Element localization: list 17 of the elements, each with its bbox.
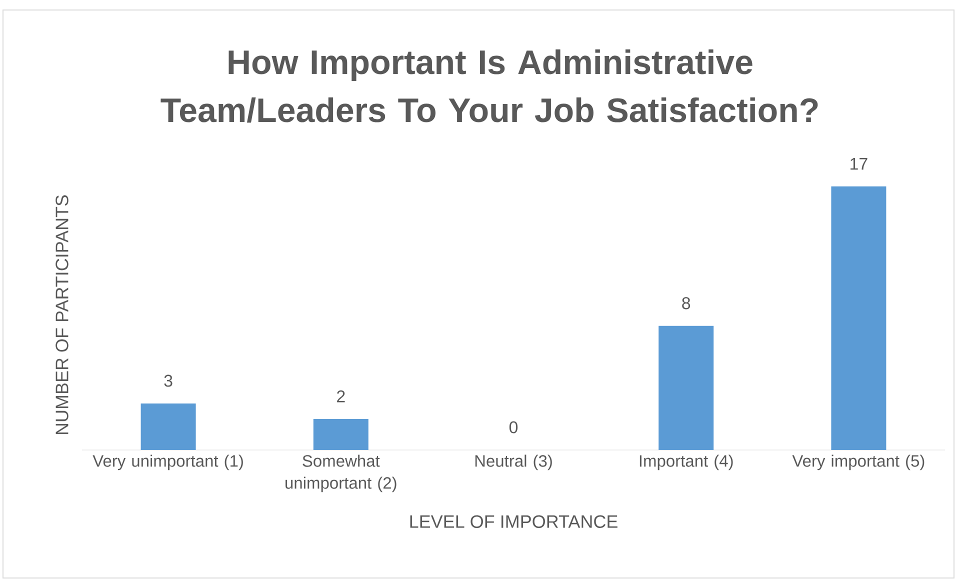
data-label: 8 bbox=[682, 297, 690, 310]
x-tick-label: Important (4) bbox=[640, 454, 733, 470]
data-label: 2 bbox=[337, 390, 345, 402]
bar bbox=[831, 186, 886, 450]
bar bbox=[140, 403, 196, 450]
y-axis-title: NUMBER OF PARTICIPANTS bbox=[56, 195, 68, 434]
x-axis-title: LEVEL OF IMPORTANCE bbox=[410, 515, 618, 528]
bar bbox=[313, 418, 368, 450]
chart-title: How Important Is Administrative Team/Leaders To Your Job Satisfaction? bbox=[160, 49, 818, 123]
data-label: 3 bbox=[164, 374, 172, 387]
x-tick-label: Very important (5) bbox=[792, 454, 924, 470]
x-tick-label: Somewhat unimportant (2) bbox=[286, 454, 396, 492]
x-tick-label: Very unimportant (1) bbox=[92, 454, 243, 470]
x-tick-label: Neutral (3) bbox=[475, 454, 552, 470]
bar bbox=[658, 326, 714, 450]
data-label: 0 bbox=[509, 421, 518, 434]
data-label: 17 bbox=[850, 158, 868, 170]
